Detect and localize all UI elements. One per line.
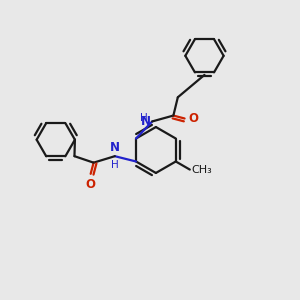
Text: H: H xyxy=(140,113,148,124)
Text: CH₃: CH₃ xyxy=(191,165,212,175)
Text: N: N xyxy=(141,115,151,128)
Text: H: H xyxy=(111,160,119,170)
Text: O: O xyxy=(188,112,198,125)
Text: N: N xyxy=(110,141,120,154)
Text: O: O xyxy=(86,178,96,191)
